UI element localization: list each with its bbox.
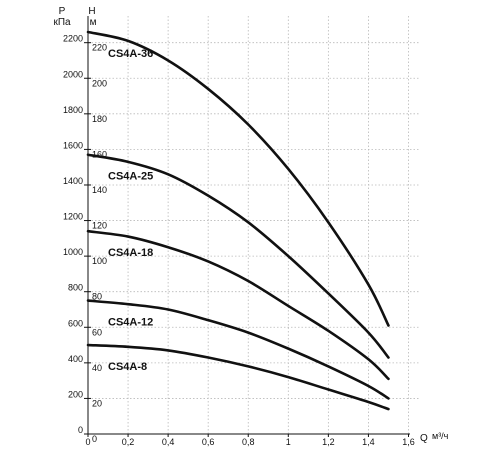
curve-label-cs4a-12: CS4A-12 [108,317,153,329]
y-left-tick-label: 1200 [63,212,83,222]
y-left-tick-label: 2200 [63,34,83,44]
y-left-tick-label: 2000 [63,69,83,79]
curve-label-cs4a-18: CS4A-18 [108,247,153,259]
y-right-axis-label: H [88,6,95,17]
x-tick-label: 1,2 [322,437,335,447]
y-right-tick-label: 200 [92,78,107,88]
y-right-tick-label: 60 [92,327,102,337]
label-layer: CS4A-36 CS4A-25 CS4A-18 CS4A-12 CS4A-8 [108,48,153,373]
curve-cs4a-36 [86,30,390,327]
grid-layer [88,16,419,434]
x-tick-label: 0,6 [202,437,215,447]
y-right-tick-label: 100 [92,256,107,266]
y-left-tick-label: 1800 [63,105,83,115]
x-tick-label: 0,8 [242,437,255,447]
x-axis-unit: м³/ч [432,431,449,441]
x-tick-label: 0,2 [122,437,135,447]
y-right-tick-label: 80 [92,292,102,302]
y-right-tick-label: 40 [92,363,102,373]
curve-label-cs4a-8: CS4A-8 [108,361,147,373]
y-right-tick-label: 160 [92,149,107,159]
curve-cs4a-12 [86,299,390,400]
x-tick-label: 0,4 [162,437,175,447]
tick-layer: 0 0,2 0,4 0,6 0,8 1 1,2 1,4 1,6 00 200 20 400 40 600 60… [63,34,415,447]
y-left-tick-label: 400 [68,354,83,364]
y-right-tick-label: 120 [92,221,107,231]
x-tick-label: 1,4 [362,437,375,447]
y-left-axis-unit: кПа [53,17,71,28]
y-left-tick-label: 800 [68,283,83,293]
y-right-tick-label: 180 [92,114,107,124]
x-tick-label: 0 [85,437,90,447]
curve-label-cs4a-25: CS4A-25 [108,171,153,183]
axis-layer [87,16,410,435]
y-right-tick-label: 0 [92,434,97,444]
curve-cs4a-25 [86,153,390,359]
y-left-tick-label: 200 [68,389,83,399]
y-right-tick-label: 140 [92,185,107,195]
x-tick-label: 1 [286,437,291,447]
curve-layer [86,30,390,411]
y-left-tick-label: 1600 [63,140,83,150]
y-right-tick-label: 20 [92,398,102,408]
curve-cs4a-18 [86,229,390,381]
y-left-tick-label: 600 [68,318,83,328]
y-left-tick-label: 1400 [63,176,83,186]
y-left-tick-label: 1000 [63,247,83,257]
curve-label-cs4a-36: CS4A-36 [108,48,153,60]
curve-cs4a-8 [86,343,390,411]
y-left-tick-label: 0 [78,425,83,435]
y-right-axis-unit: м [90,17,97,28]
y-right-tick-label: 220 [92,43,107,53]
x-tick-label: 1,6 [402,437,415,447]
y-left-axis-label: P [59,6,66,17]
x-axis-label: Q [420,433,428,444]
